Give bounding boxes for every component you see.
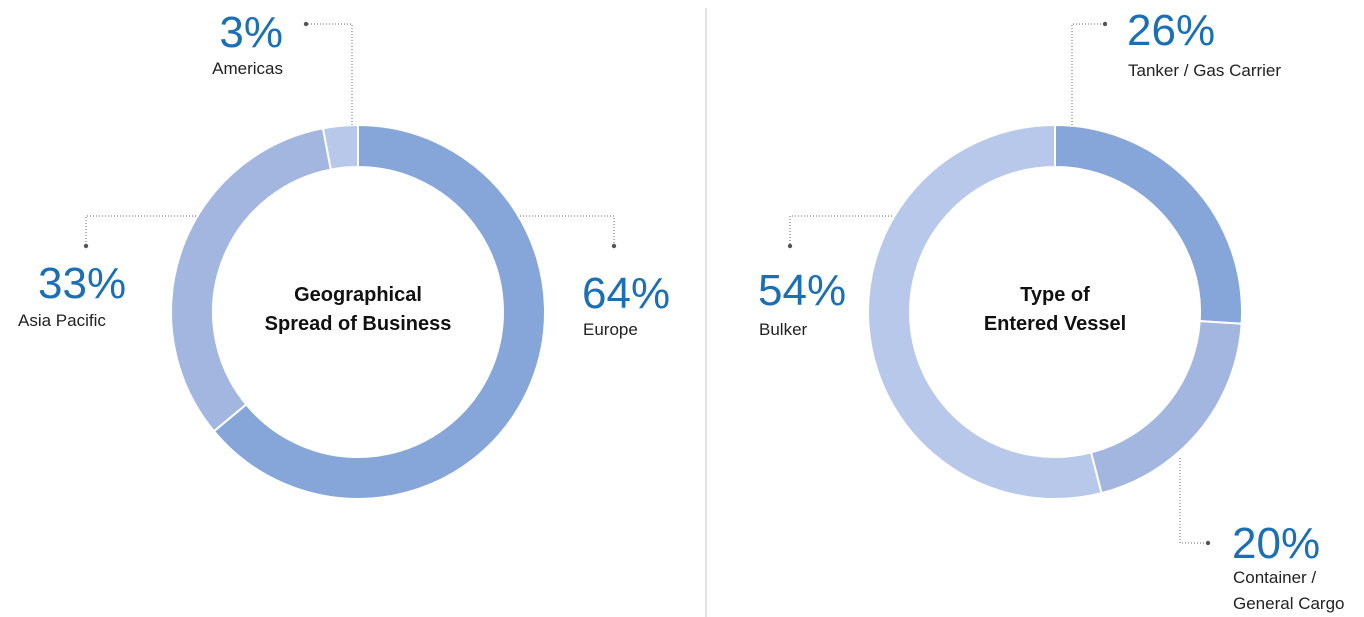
data-label-bulker: Bulker xyxy=(759,320,808,339)
donut-slice-container-general-cargo xyxy=(1091,321,1242,493)
donut-slice-bulker xyxy=(868,125,1102,499)
chart-title-line-2: Entered Vessel xyxy=(984,313,1126,335)
data-label-tanker: Tanker / Gas Carrier xyxy=(1128,61,1281,80)
data-label-container-percent: 20% xyxy=(1232,519,1320,568)
leader-line-americas xyxy=(306,24,352,125)
chart-title-line-1: Type of xyxy=(1020,284,1090,306)
vessel-type-chart: Type of Entered Vessel 26% Tanker / Gas … xyxy=(758,6,1345,613)
leader-dot-asia-pacific xyxy=(84,244,88,248)
leader-line-asia-pacific xyxy=(86,216,196,246)
leader-line-tanker xyxy=(1072,24,1105,125)
data-label-europe: Europe xyxy=(583,320,638,339)
data-label-container-line-2: General Cargo xyxy=(1233,594,1345,613)
leader-dot-europe xyxy=(612,244,616,248)
chart-title-line-1: Geographical xyxy=(294,284,422,306)
data-label-tanker-percent: 26% xyxy=(1127,6,1215,55)
data-label-americas: Americas xyxy=(212,59,283,78)
leader-line-container xyxy=(1180,458,1208,543)
data-label-americas-percent: 3% xyxy=(219,8,283,57)
data-label-bulker-percent: 54% xyxy=(758,266,846,315)
data-label-europe-percent: 64% xyxy=(582,269,670,318)
geographical-spread-chart: Geographical Spread of Business 64% Euro… xyxy=(18,8,670,499)
leader-line-bulker xyxy=(790,216,892,246)
data-label-asia-pacific: Asia Pacific xyxy=(18,311,106,330)
donut-slices xyxy=(868,125,1242,499)
leader-dot-bulker xyxy=(788,244,792,248)
donut-slice-asia-pacific xyxy=(171,128,331,431)
chart-title-line-2: Spread of Business xyxy=(265,313,452,335)
data-label-container-line-1: Container / xyxy=(1233,568,1316,587)
leader-line-europe xyxy=(520,216,614,246)
leader-dot-tanker xyxy=(1103,22,1107,26)
data-label-asia-pacific-percent: 33% xyxy=(38,259,126,308)
leader-dot-container xyxy=(1206,541,1210,545)
donut-slices xyxy=(171,125,545,499)
leader-dot-americas xyxy=(304,22,308,26)
